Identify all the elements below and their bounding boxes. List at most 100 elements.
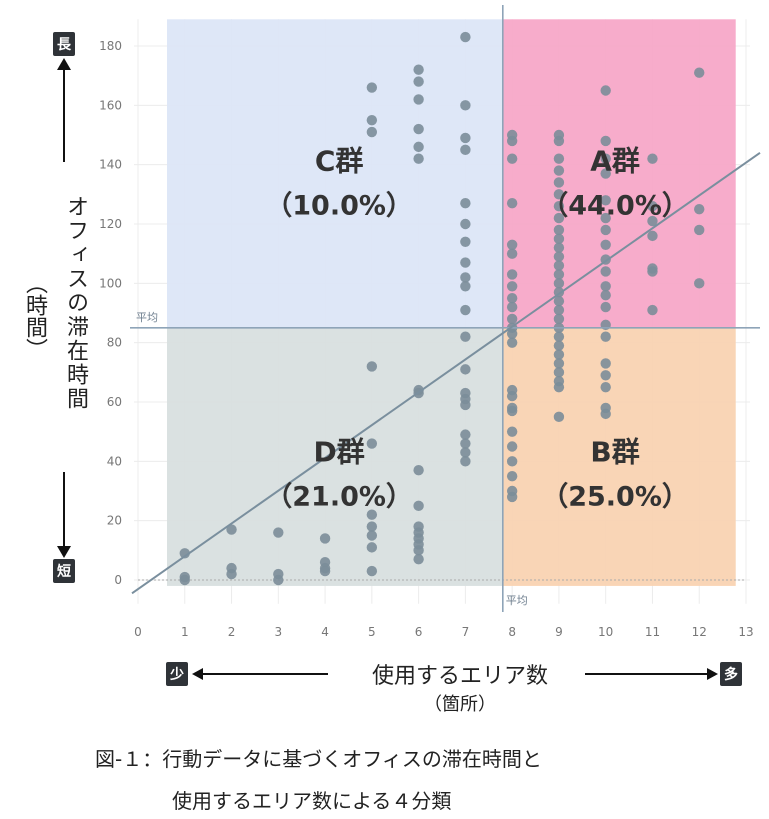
data-point — [506, 390, 518, 402]
data-point — [553, 212, 565, 224]
x-tick-label: 12 — [692, 625, 707, 639]
x-tick-label: 5 — [368, 625, 376, 639]
x-tick-label: 1 — [181, 625, 189, 639]
y-tick-label: 40 — [107, 454, 122, 468]
data-point — [413, 500, 424, 512]
data-point — [506, 470, 518, 482]
data-point — [460, 399, 471, 411]
data-point — [600, 212, 611, 224]
y-arrow-up-line — [63, 64, 65, 162]
x-tick-label: 6 — [415, 625, 423, 639]
data-point — [460, 331, 471, 342]
data-point — [694, 203, 705, 215]
data-point — [319, 565, 331, 577]
mean-x-label: 平均 — [506, 594, 528, 607]
data-point — [506, 269, 518, 280]
y-arrow-down-head — [57, 546, 71, 558]
data-point — [413, 141, 424, 153]
data-point — [413, 554, 424, 565]
data-point — [600, 85, 611, 96]
data-point — [506, 405, 518, 417]
x-tick-label: 4 — [321, 625, 329, 639]
data-point — [460, 438, 471, 449]
data-point — [506, 153, 518, 164]
x-tick-label: 3 — [274, 625, 282, 639]
data-point — [600, 358, 611, 369]
trend-line — [131, 151, 761, 595]
data-point — [460, 100, 471, 111]
data-point — [694, 67, 705, 78]
mean-y-label: 平均 — [136, 311, 158, 324]
quadrant-name-label: B群 — [590, 435, 639, 468]
data-point — [506, 426, 518, 437]
data-point — [553, 260, 565, 271]
data-point — [319, 533, 331, 544]
quadrant-d — [166, 327, 503, 586]
data-point — [553, 201, 565, 212]
data-point — [413, 94, 424, 105]
data-point — [600, 168, 611, 179]
quadrant-share-label: （25.0%） — [541, 481, 689, 512]
data-point — [413, 64, 424, 75]
data-point — [506, 292, 518, 304]
data-point — [600, 239, 611, 250]
data-point — [553, 153, 565, 164]
data-point — [460, 429, 471, 440]
data-point — [553, 165, 565, 176]
y-tick-label: 0 — [114, 573, 122, 587]
data-point — [553, 242, 565, 253]
data-point — [366, 82, 378, 93]
data-point — [553, 278, 565, 289]
data-point — [553, 224, 565, 236]
data-point — [600, 290, 611, 301]
data-point — [413, 123, 424, 135]
data-point — [600, 301, 611, 313]
data-point — [647, 153, 658, 164]
y-axis-unit: （時間） — [22, 272, 47, 360]
data-point — [553, 135, 565, 147]
data-point — [366, 530, 378, 541]
data-point — [460, 218, 471, 230]
x-tick-label: 9 — [555, 625, 563, 639]
y-tick-label: 120 — [99, 217, 122, 231]
data-point — [600, 195, 611, 206]
x-arrow-left-line — [200, 673, 328, 675]
data-point — [366, 565, 378, 577]
quadrant-share-label: （10.0%） — [265, 191, 413, 222]
x-axis-title: 使用するエリア数 — [371, 664, 548, 689]
data-point — [460, 31, 471, 43]
y-tick-label: 180 — [99, 39, 122, 53]
data-point — [273, 574, 284, 586]
quadrant-b — [502, 327, 736, 586]
data-point — [553, 381, 565, 393]
many-badge: 多 — [720, 662, 742, 686]
quadrant-c — [166, 19, 503, 328]
x-tick-label: 2 — [228, 625, 236, 639]
quadrant-name-label: C群 — [315, 145, 364, 178]
x-tick-label: 11 — [645, 625, 660, 639]
data-point — [506, 239, 518, 250]
data-point — [366, 509, 378, 520]
data-point — [460, 132, 471, 144]
quadrant-share-label: （44.0%） — [541, 191, 689, 222]
data-point — [600, 266, 611, 277]
x-arrow-right-head — [707, 668, 718, 680]
data-point — [506, 281, 518, 292]
data-point — [179, 548, 190, 559]
data-point — [506, 491, 518, 503]
data-point — [647, 266, 658, 277]
data-point — [413, 545, 424, 556]
data-point — [366, 438, 378, 449]
data-point — [506, 337, 518, 348]
y-tick-label: 20 — [107, 514, 122, 528]
data-point — [553, 349, 565, 360]
data-point — [506, 313, 518, 325]
data-point — [647, 201, 658, 212]
x-tick-label: 10 — [598, 625, 613, 639]
data-point — [506, 441, 518, 452]
data-point — [553, 189, 565, 200]
data-point — [553, 295, 565, 307]
y-arrow-up-head — [57, 58, 71, 70]
data-point — [506, 198, 518, 209]
